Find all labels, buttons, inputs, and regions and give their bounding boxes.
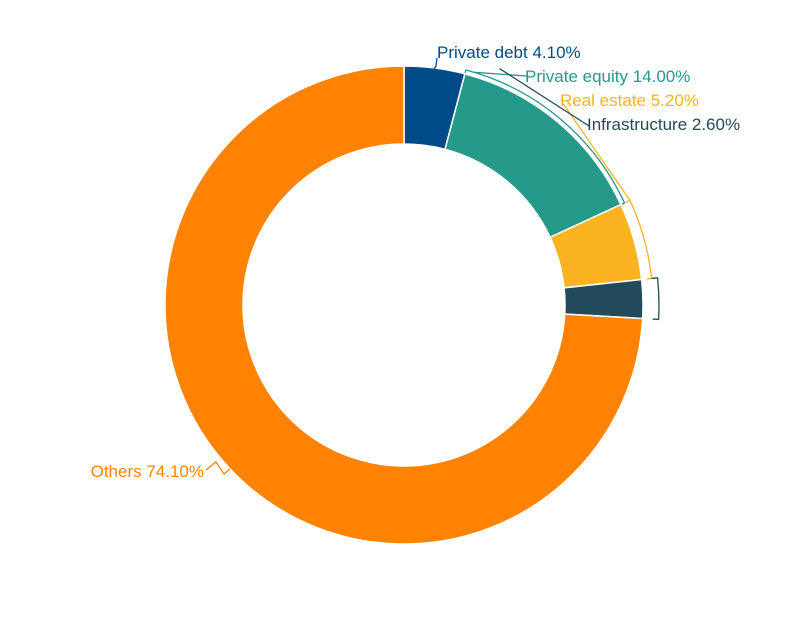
donut-slices bbox=[164, 65, 644, 545]
slice-labels: Private debt 4.10% Private equity 14.00% R… bbox=[91, 43, 740, 481]
label-connectors bbox=[205, 57, 660, 475]
label-private-equity: Private equity 14.00% bbox=[525, 67, 690, 86]
label-others: Others 74.10% bbox=[91, 462, 204, 481]
connector-private-debt bbox=[432, 57, 438, 72]
label-infrastructure: Infrastructure 2.60% bbox=[587, 115, 740, 134]
connector-infrastructure bbox=[499, 68, 660, 321]
label-real-estate: Real estate 5.20% bbox=[560, 91, 699, 110]
label-private-debt: Private debt 4.10% bbox=[437, 43, 581, 62]
connector-private-equity bbox=[464, 69, 626, 205]
slice-others bbox=[164, 65, 644, 545]
connector-others bbox=[205, 461, 231, 475]
